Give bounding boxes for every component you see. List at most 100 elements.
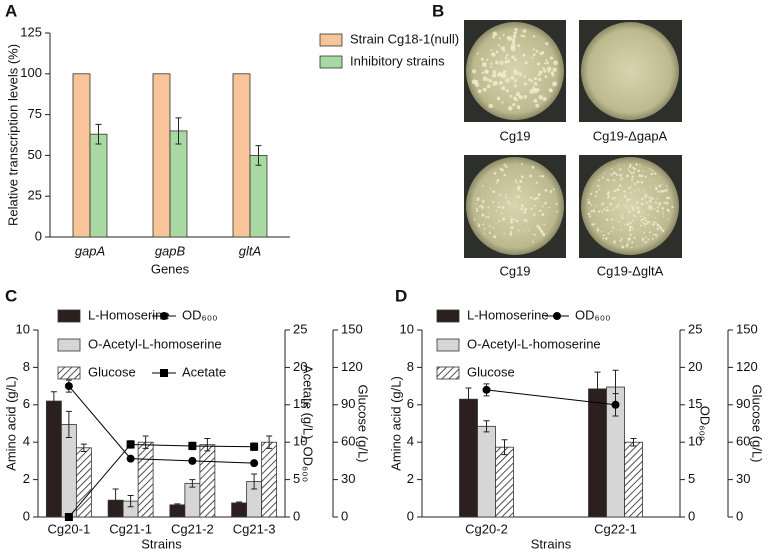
y-tick-label: 25 <box>28 188 42 203</box>
colony <box>484 69 489 74</box>
colony <box>626 207 628 210</box>
colony <box>541 51 545 55</box>
colony <box>488 225 491 228</box>
colony <box>659 226 663 230</box>
colony <box>489 187 492 190</box>
colony <box>666 196 669 200</box>
colony <box>535 83 538 86</box>
plate <box>466 157 564 255</box>
error-bar <box>65 410 72 439</box>
colony <box>638 227 640 229</box>
colony <box>629 232 632 235</box>
colony <box>611 226 615 229</box>
legend-swatch <box>436 366 460 380</box>
colony <box>523 210 527 214</box>
colony <box>653 220 656 223</box>
colony <box>533 197 536 201</box>
colony <box>643 222 647 226</box>
colony <box>647 238 650 241</box>
colony <box>649 168 651 170</box>
colony <box>637 180 640 183</box>
colony <box>668 197 670 199</box>
colony <box>523 94 528 99</box>
colony <box>644 196 647 199</box>
colony <box>631 226 633 229</box>
colony <box>506 200 510 203</box>
colony <box>486 84 491 89</box>
colony <box>512 218 515 221</box>
y3-tick-label: 0 <box>736 508 743 523</box>
colony <box>543 223 546 226</box>
colony <box>476 210 479 212</box>
colony <box>535 103 540 108</box>
error-bar <box>174 503 181 507</box>
bar <box>588 388 607 518</box>
colony <box>491 73 497 78</box>
colony <box>475 79 478 82</box>
marker <box>64 382 73 391</box>
colony <box>623 224 626 226</box>
colony <box>536 88 540 92</box>
colony <box>633 236 636 240</box>
error-bar <box>501 439 508 456</box>
legend-label: Acetate <box>182 364 226 379</box>
colony <box>667 210 670 213</box>
colony <box>606 192 610 196</box>
colony <box>595 205 597 207</box>
y2-tick-label: 20 <box>293 359 307 374</box>
colony <box>545 42 549 46</box>
y2-tick-label: 5 <box>688 471 695 486</box>
colony <box>547 70 550 73</box>
colony <box>507 35 513 41</box>
legend-label: O-Acetyl-L-homoserine <box>88 336 222 351</box>
colony <box>586 202 588 205</box>
colony <box>620 237 623 240</box>
colony <box>666 208 670 212</box>
colony <box>614 196 617 199</box>
colony <box>619 178 622 181</box>
colony <box>611 173 614 176</box>
colony <box>478 205 481 208</box>
colony <box>598 179 600 182</box>
colony <box>502 70 506 74</box>
error-bar <box>50 391 57 411</box>
colony <box>481 71 485 75</box>
colony <box>647 214 649 216</box>
colony <box>651 169 654 172</box>
colony <box>514 206 516 209</box>
panel-label: A <box>5 1 17 20</box>
colony <box>485 216 488 219</box>
colony <box>654 201 658 204</box>
colony <box>588 215 592 218</box>
colony <box>498 201 500 204</box>
bar <box>184 482 201 518</box>
colony <box>607 232 610 235</box>
colony <box>515 219 519 223</box>
colony <box>490 65 493 68</box>
colony <box>503 163 506 166</box>
colony <box>634 190 636 192</box>
colony <box>608 195 610 197</box>
error-bar <box>175 117 182 145</box>
x-tick-label: gapB <box>155 243 186 258</box>
colony <box>631 241 634 244</box>
colony <box>482 87 487 92</box>
y3-tick-label: 60 <box>736 434 750 449</box>
colony <box>625 245 628 248</box>
colony <box>507 106 513 111</box>
colony <box>556 210 559 213</box>
colony <box>541 175 544 178</box>
colony <box>516 187 520 191</box>
colony <box>499 167 503 171</box>
colony <box>627 168 630 170</box>
colony <box>648 208 651 211</box>
colony <box>631 219 634 222</box>
line <box>68 385 255 464</box>
colony <box>654 222 656 224</box>
x-tick-label: Cg22-1 <box>594 521 637 536</box>
colony <box>628 225 632 229</box>
colony <box>633 208 635 211</box>
colony <box>485 58 489 62</box>
colony <box>619 168 622 171</box>
